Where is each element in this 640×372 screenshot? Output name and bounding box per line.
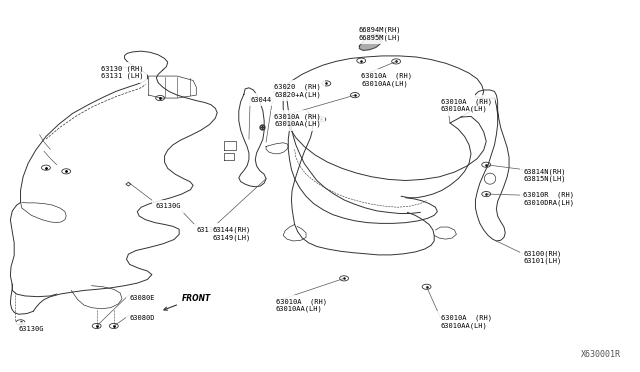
Text: 63010A  (RH)
63010AA(LH): 63010A (RH) 63010AA(LH): [276, 298, 326, 312]
Text: 63010A  (RH)
63010AA(LH): 63010A (RH) 63010AA(LH): [440, 315, 492, 328]
Text: 63130G: 63130G: [19, 326, 44, 332]
Text: 63044: 63044: [250, 97, 271, 103]
Text: 63020  (RH)
63820+A(LH): 63020 (RH) 63820+A(LH): [275, 84, 321, 98]
Text: 63080D: 63080D: [130, 315, 155, 321]
Text: 63814N(RH)
63815N(LH): 63814N(RH) 63815N(LH): [523, 168, 566, 182]
Text: 63080E: 63080E: [130, 295, 155, 301]
Text: 63010A  (RH)
63010AA(LH): 63010A (RH) 63010AA(LH): [440, 98, 492, 112]
Text: 63130 (RH)
63131 (LH): 63130 (RH) 63131 (LH): [101, 65, 143, 79]
Text: 63130G: 63130G: [196, 227, 222, 233]
Text: X630001R: X630001R: [581, 350, 621, 359]
Text: 66894M(RH)
66895M(LH): 66894M(RH) 66895M(LH): [358, 27, 401, 41]
Text: 63130G: 63130G: [155, 203, 180, 209]
Text: 63010R  (RH)
63010DRA(LH): 63010R (RH) 63010DRA(LH): [523, 192, 574, 206]
Polygon shape: [359, 34, 382, 51]
Text: FRONT: FRONT: [182, 294, 211, 304]
Text: 63100(RH)
63101(LH): 63100(RH) 63101(LH): [523, 250, 561, 264]
Text: 63010A  (RH)
63010AA(LH): 63010A (RH) 63010AA(LH): [361, 73, 412, 87]
Text: 63144(RH)
63149(LH): 63144(RH) 63149(LH): [212, 227, 250, 241]
Text: 63010A (RH)
63010AA(LH): 63010A (RH) 63010AA(LH): [275, 113, 321, 127]
